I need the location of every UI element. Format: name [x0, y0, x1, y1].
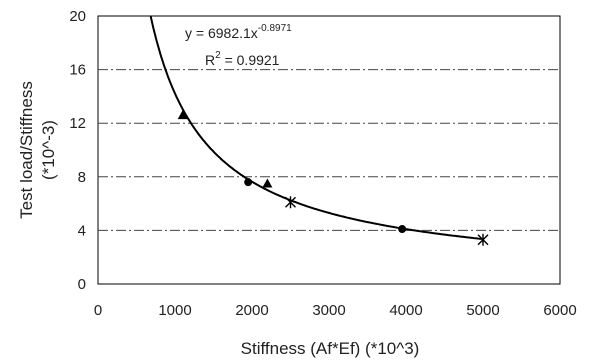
y-axis-ticks: 0 4 8 12 16 20 [69, 8, 86, 293]
r-squared-label: R2 = 0.9921 [205, 50, 280, 68]
trendline-equation: y = 6982.1x-0.8971 [185, 23, 292, 41]
triangle-marker-1 [262, 178, 273, 188]
y-axis-title-line2: (*10^-3) [39, 120, 58, 180]
x-tick-label-1: 1000 [158, 302, 191, 319]
r2-symbol: R [205, 52, 215, 68]
y-tick-label-2: 8 [78, 169, 86, 186]
x-tick-label-4: 4000 [389, 302, 422, 319]
y-tick-label-1: 4 [78, 222, 86, 239]
x-axis-title: Stiffness (Af*Ef) (*10^3) [241, 339, 420, 358]
x-tick-label-2: 2000 [235, 302, 268, 319]
x-tick-label-5: 5000 [466, 302, 499, 319]
y-tick-label-5: 20 [69, 8, 86, 25]
trendline-group [149, 16, 484, 240]
y-tick-label-0: 0 [78, 276, 86, 293]
x-tick-label-6: 6000 [543, 302, 576, 319]
y-axis-title-line1: Test load/Stiffness [17, 81, 36, 219]
x-axis-ticks: 0 1000 2000 3000 4000 5000 6000 [94, 302, 577, 319]
r2-superscript: 2 [215, 50, 221, 61]
data-points [177, 110, 489, 246]
y-tick-label-4: 16 [69, 62, 86, 79]
r2-value: = 0.9921 [221, 52, 280, 68]
gridlines [98, 69, 560, 231]
circle-marker-0 [244, 178, 253, 187]
triangle-marker-0 [177, 110, 188, 120]
equation-base: y = 6982.1x [185, 25, 258, 41]
x-tick-label-0: 0 [94, 302, 102, 319]
star-marker-1 [477, 233, 489, 246]
plot-area [97, 15, 561, 285]
y-tick-label-3: 12 [69, 115, 86, 132]
star-marker-0 [285, 196, 296, 209]
x-tick-label-3: 3000 [312, 302, 345, 319]
circle-marker-1 [398, 225, 407, 234]
trendline [149, 16, 484, 240]
equation-exponent: -0.8971 [258, 23, 292, 34]
